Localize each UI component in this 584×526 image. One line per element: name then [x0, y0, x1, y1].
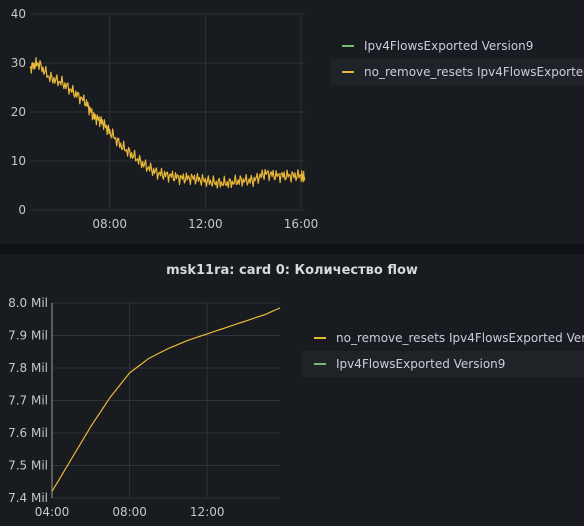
y-tick-label: 30: [11, 56, 26, 70]
y-tick-label: 7.6 Mil: [8, 426, 48, 440]
bottom-legend-item-no-remove-resets[interactable]: no_remove_resets Ipv4FlowsExported Versi…: [302, 325, 584, 351]
top-legend-item-no-remove-resets[interactable]: no_remove_resets Ipv4FlowsExported Versi…: [330, 59, 584, 85]
y-tick-label: 20: [11, 105, 26, 119]
x-tick-label: 04:00: [35, 505, 70, 519]
y-tick-label: 0: [18, 203, 26, 217]
y-tick-label: 7.4 Mil: [8, 491, 48, 505]
y-tick-label: 10: [11, 154, 26, 168]
legend-label: Ipv4FlowsExported Version9: [336, 357, 506, 371]
top-panel: 0 10 20 30 40 08:00 12:00 16:00 Ipv4FlowsExport…: [0, 0, 584, 244]
legend-label: no_remove_resets Ipv4FlowsExported Versi…: [364, 65, 584, 79]
legend-swatch-green: [314, 363, 326, 365]
bottom-panel: msk11ra: card 0: Количество flow 7.4 Mil…: [0, 254, 584, 526]
y-tick-label: 40: [11, 7, 26, 21]
x-tick-label: 12:00: [190, 505, 225, 519]
legend-swatch-yellow: [314, 337, 326, 339]
legend-label: no_remove_resets Ipv4FlowsExported Versi…: [336, 331, 584, 345]
legend-swatch-yellow: [342, 71, 354, 73]
legend-swatch-green: [342, 45, 354, 47]
bottom-legend-item-ipv4-flows-exported[interactable]: Ipv4FlowsExported Version9: [302, 351, 584, 377]
top-legend: Ipv4FlowsExported Version9 no_remove_res…: [330, 33, 584, 85]
x-tick-label: 08:00: [112, 505, 147, 519]
y-tick-label: 7.8 Mil: [8, 361, 48, 375]
y-tick-label: 7.9 Mil: [8, 329, 48, 343]
top-chart[interactable]: 0 10 20 30 40 08:00 12:00 16:00: [0, 0, 330, 244]
series-line[interactable]: [29, 57, 306, 189]
x-tick-label: 12:00: [188, 217, 223, 231]
panel-title[interactable]: msk11ra: card 0: Количество flow: [166, 263, 418, 278]
y-tick-label: 7.5 Mil: [8, 459, 48, 473]
y-tick-label: 8.0 Mil: [8, 296, 48, 310]
x-tick-label: 08:00: [92, 217, 127, 231]
bottom-chart[interactable]: 7.4 Mil 7.5 Mil 7.6 Mil 7.7 Mil 7.8 Mil 7.9 M…: [0, 254, 290, 526]
series-line[interactable]: [51, 307, 281, 492]
y-tick-label: 7.7 Mil: [8, 394, 48, 408]
x-tick-label: 16:00: [284, 217, 319, 231]
bottom-legend: no_remove_resets Ipv4FlowsExported Versi…: [302, 325, 584, 377]
legend-label: Ipv4FlowsExported Version9: [364, 39, 534, 53]
top-legend-item-ipv4-flows-exported[interactable]: Ipv4FlowsExported Version9: [330, 33, 584, 59]
